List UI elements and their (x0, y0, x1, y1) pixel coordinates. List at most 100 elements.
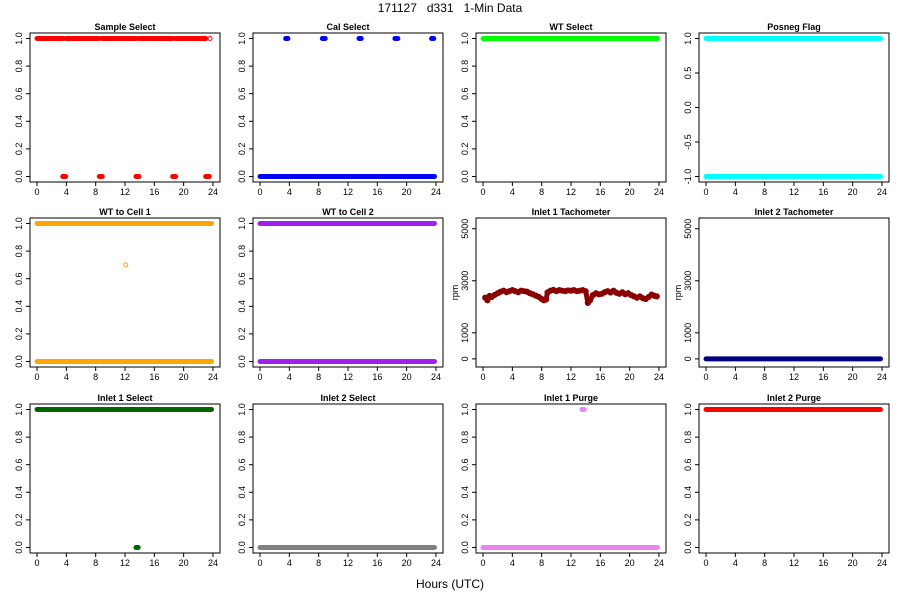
data-point (570, 287, 578, 294)
panel-0: Sample Select 0 4 8 12 16 20 24 0.0 0.2 0.4 0.6 0.8 1… (14, 22, 221, 197)
x-tick-label: 0 (258, 187, 263, 197)
y-tick-label: 3000 (683, 271, 693, 291)
x-tick-label: 16 (372, 558, 382, 568)
data-point (526, 290, 534, 297)
x-tick-label: 8 (539, 558, 544, 568)
data-point (630, 293, 638, 300)
x-tick-label: 12 (343, 372, 353, 382)
data-point (542, 296, 550, 303)
data-point (550, 286, 557, 293)
plot-frame (698, 403, 890, 554)
x-tick-label: 4 (733, 558, 738, 568)
x-tick-label: 4 (510, 372, 515, 382)
y-tick-label: 0.0 (14, 541, 24, 554)
y-tick-label: 0.8 (237, 60, 247, 73)
y-tick-label: 0 (460, 356, 470, 361)
data-point (509, 287, 516, 294)
panel-7: Inlet 2 Tachometer 0 4 8 12 16 20 24 0 1000 3000 50… (673, 207, 890, 382)
y-tick-label: 0.4 (14, 486, 24, 499)
data-point (123, 262, 129, 268)
x-tick-label: 8 (762, 372, 767, 382)
data-point (547, 287, 554, 294)
y-tick-label: 0.8 (237, 431, 247, 444)
data-point (512, 288, 519, 295)
data-point (491, 291, 498, 298)
y-tick-label: 3000 (460, 271, 470, 291)
x-tick-label: 8 (93, 558, 98, 568)
y-tick-label: 1.0 (14, 217, 24, 230)
x-tick-label: 24 (877, 372, 887, 382)
y-tick-label: 0 (683, 356, 693, 361)
data-point (582, 288, 589, 295)
x-tick-label: 24 (877, 558, 887, 568)
x-tick-label: 4 (64, 372, 69, 382)
y-tick-label: 0.8 (237, 245, 247, 258)
y-tick-label: 0.8 (14, 245, 24, 258)
y-tick-label: -1.0 (683, 169, 693, 185)
x-tick-label: 24 (654, 558, 664, 568)
x-tick-label: 8 (762, 187, 767, 197)
plot-frame (252, 217, 444, 368)
data-point (553, 288, 560, 295)
y-tick-label: 0.2 (460, 514, 470, 527)
panel-title: WT to Cell 2 (322, 207, 374, 217)
panel-9: Inlet 2 Select 0 4 8 12 16 20 24 0.0 0.2 0.4 0.6 0.8… (237, 393, 444, 568)
y-tick-label: 0.0 (460, 541, 470, 554)
x-tick-label: 20 (848, 187, 858, 197)
plot-frame (698, 32, 890, 183)
y-tick-label: 0.8 (14, 431, 24, 444)
x-tick-label: 8 (93, 372, 98, 382)
x-tick-label: 0 (258, 372, 263, 382)
panel-title: Inlet 2 Select (320, 393, 375, 403)
x-tick-label: 0 (704, 187, 709, 197)
x-tick-label: 24 (431, 558, 441, 568)
panel-6: Inlet 1 Tachometer 0 4 8 12 16 20 24 0 1000 3000 50… (450, 207, 667, 382)
x-tick-label: 20 (848, 558, 858, 568)
x-tick-label: 0 (704, 558, 709, 568)
y-tick-label: -0.5 (683, 134, 693, 150)
panel-8: Inlet 1 Select 0 4 8 12 16 20 24 0.0 0.2 0.4 0.6 0.8… (14, 393, 221, 568)
panel-3: Posneg Flag 0 4 8 12 16 20 24 -1.0 -0.5 0.0 0.5 1.0 (683, 22, 890, 197)
data-point (515, 289, 522, 296)
panel-title: Inlet 1 Tachometer (532, 207, 611, 217)
x-tick-label: 0 (481, 558, 486, 568)
x-tick-label: 20 (848, 372, 858, 382)
x-tick-label: 12 (120, 372, 130, 382)
x-tick-label: 0 (704, 372, 709, 382)
y-tick-label: 0.6 (14, 87, 24, 100)
x-tick-label: 12 (343, 187, 353, 197)
y-tick-label: 0.6 (237, 272, 247, 285)
x-tick-label: 20 (625, 558, 635, 568)
data-point (556, 287, 563, 294)
data-point (598, 290, 605, 297)
y-tick-label: 0.0 (237, 541, 247, 554)
plot-frame (252, 403, 444, 554)
data-point (559, 287, 566, 294)
data-point (633, 294, 641, 301)
plot-frame (475, 403, 667, 554)
y-tick-label: 0.0 (237, 170, 247, 183)
data-point (579, 287, 586, 294)
y-tick-label: 0.8 (683, 431, 693, 444)
y-tick-label: 0.8 (460, 431, 470, 444)
x-tick-label: 16 (818, 558, 828, 568)
y-tick-label: 0.4 (14, 115, 24, 128)
panel-title: WT Select (549, 22, 592, 32)
x-tick-label: 8 (539, 372, 544, 382)
y-tick-label: 0.2 (683, 514, 693, 527)
x-tick-label: 8 (316, 187, 321, 197)
x-tick-label: 16 (595, 372, 605, 382)
x-tick-label: 4 (733, 372, 738, 382)
panel-title: Inlet 1 Select (97, 393, 152, 403)
panel-title: Inlet 2 Purge (767, 393, 821, 403)
x-tick-label: 12 (566, 187, 576, 197)
data-point (532, 292, 539, 299)
x-tick-label: 8 (316, 372, 321, 382)
x-tick-label: 20 (402, 187, 412, 197)
x-tick-label: 0 (35, 372, 40, 382)
panel-title: Sample Select (94, 22, 155, 32)
x-tick-label: 12 (789, 372, 799, 382)
x-tick-label: 4 (287, 187, 292, 197)
y-tick-label: 0.2 (237, 328, 247, 341)
data-point (622, 291, 629, 298)
